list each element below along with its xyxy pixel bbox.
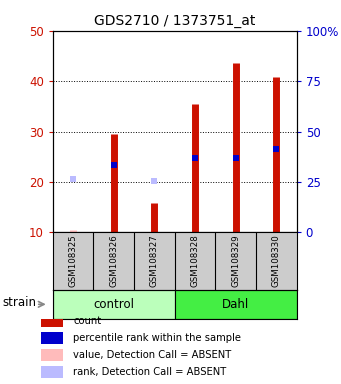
Text: control: control xyxy=(93,298,134,311)
Text: count: count xyxy=(73,316,101,326)
Text: strain: strain xyxy=(3,296,36,308)
Text: GSM108325: GSM108325 xyxy=(69,235,78,288)
Bar xyxy=(41,366,63,378)
Text: percentile rank within the sample: percentile rank within the sample xyxy=(73,333,241,343)
Bar xyxy=(41,349,63,361)
Text: GSM108327: GSM108327 xyxy=(150,235,159,288)
Text: GSM108326: GSM108326 xyxy=(109,235,118,288)
Bar xyxy=(41,316,63,327)
Bar xyxy=(53,290,175,319)
Bar xyxy=(175,290,297,319)
Text: Dahl: Dahl xyxy=(222,298,249,311)
Text: rank, Detection Call = ABSENT: rank, Detection Call = ABSENT xyxy=(73,367,226,377)
Text: value, Detection Call = ABSENT: value, Detection Call = ABSENT xyxy=(73,350,232,360)
Title: GDS2710 / 1373751_at: GDS2710 / 1373751_at xyxy=(94,14,255,28)
Bar xyxy=(41,333,63,344)
Text: GSM108328: GSM108328 xyxy=(191,235,199,288)
Text: GSM108330: GSM108330 xyxy=(272,235,281,288)
Text: GSM108329: GSM108329 xyxy=(231,235,240,288)
